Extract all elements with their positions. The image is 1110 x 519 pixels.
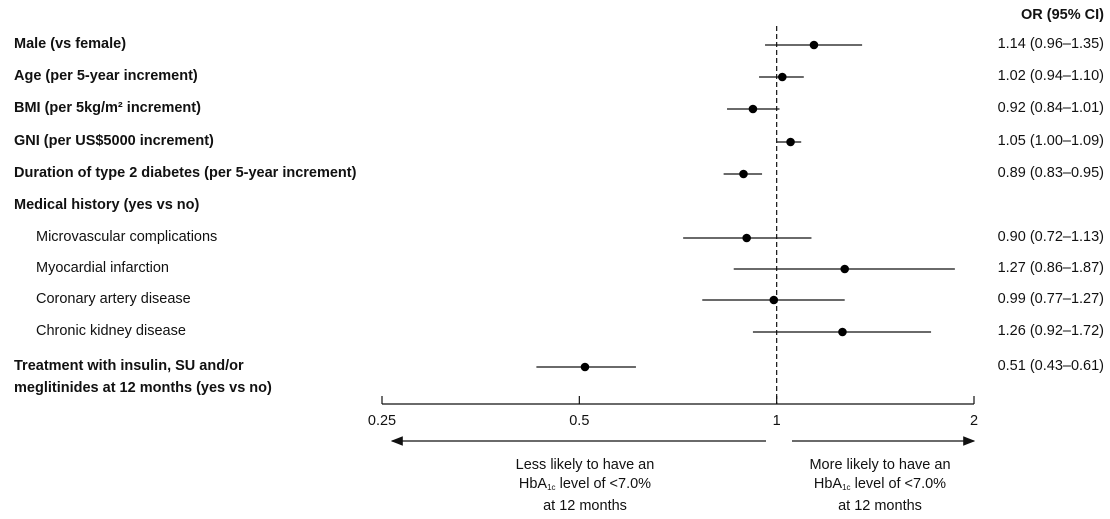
row-label: Male (vs female) (14, 36, 127, 52)
point-estimate (580, 362, 590, 372)
or-ci-value: 1.26 (0.92–1.72) (997, 323, 1104, 339)
or-ci-value: 0.92 (0.84–1.01) (997, 100, 1104, 116)
row-label: Coronary artery disease (36, 291, 191, 307)
x-tick-label: 1 (772, 413, 781, 429)
right-note-line3: at 12 months (838, 498, 922, 514)
point-estimate (739, 169, 748, 179)
or-ci-value: 0.90 (0.72–1.13) (997, 229, 1104, 245)
x-tick-label: 2 (969, 413, 979, 429)
left-direction-note: Less likely to have an HbA1c level of <7… (470, 456, 700, 516)
row-label: Duration of type 2 diabetes (per 5-year … (14, 165, 357, 181)
or-ci-value: 0.99 (0.77–1.27) (997, 291, 1104, 307)
row-label: BMI (per 5kg/m² increment) (14, 100, 201, 116)
row-label: GNI (per US$5000 increment) (14, 133, 214, 149)
point-estimate (838, 327, 847, 337)
or-ci-value: 1.14 (0.96–1.35) (997, 36, 1104, 52)
or-ci-value: 1.27 (0.86–1.87) (997, 260, 1104, 276)
left-note-line3: at 12 months (543, 498, 627, 514)
or-ci-value: 0.51 (0.43–0.61) (997, 358, 1104, 374)
left-note-line2: HbA1c level of <7.0% (518, 476, 652, 492)
point-estimate (786, 137, 795, 147)
right-direction-note: More likely to have an HbA1c level of <7… (770, 456, 990, 516)
point-estimate (778, 72, 787, 82)
row-label: Chronic kidney disease (36, 323, 186, 339)
row-label: Microvascular complications (36, 229, 218, 245)
left-note-line1: Less likely to have an (515, 457, 655, 473)
or-column-header: OR (95% CI) (1021, 7, 1104, 23)
point-estimate (769, 295, 779, 305)
point-estimate (809, 40, 819, 50)
or-ci-value: 1.02 (0.94–1.10) (997, 68, 1104, 84)
row-label: Myocardial infarction (36, 260, 169, 276)
x-tick-label: 0.25 (367, 413, 397, 429)
row-label: Treatment with insulin, SU and/or megliti… (14, 358, 272, 396)
row-label: Medical history (yes vs no) (14, 197, 200, 213)
right-note-line1: More likely to have an (809, 457, 951, 473)
row-label: Age (per 5-year increment) (14, 68, 198, 84)
right-note-line2: HbA1c level of <7.0% (813, 476, 947, 492)
x-tick-label: 0.5 (569, 413, 590, 429)
or-ci-value: 0.89 (0.83–0.95) (997, 165, 1104, 181)
point-estimate (748, 104, 758, 114)
point-estimate (840, 264, 850, 274)
or-ci-value: 1.05 (1.00–1.09) (997, 133, 1104, 149)
point-estimate (742, 233, 751, 243)
